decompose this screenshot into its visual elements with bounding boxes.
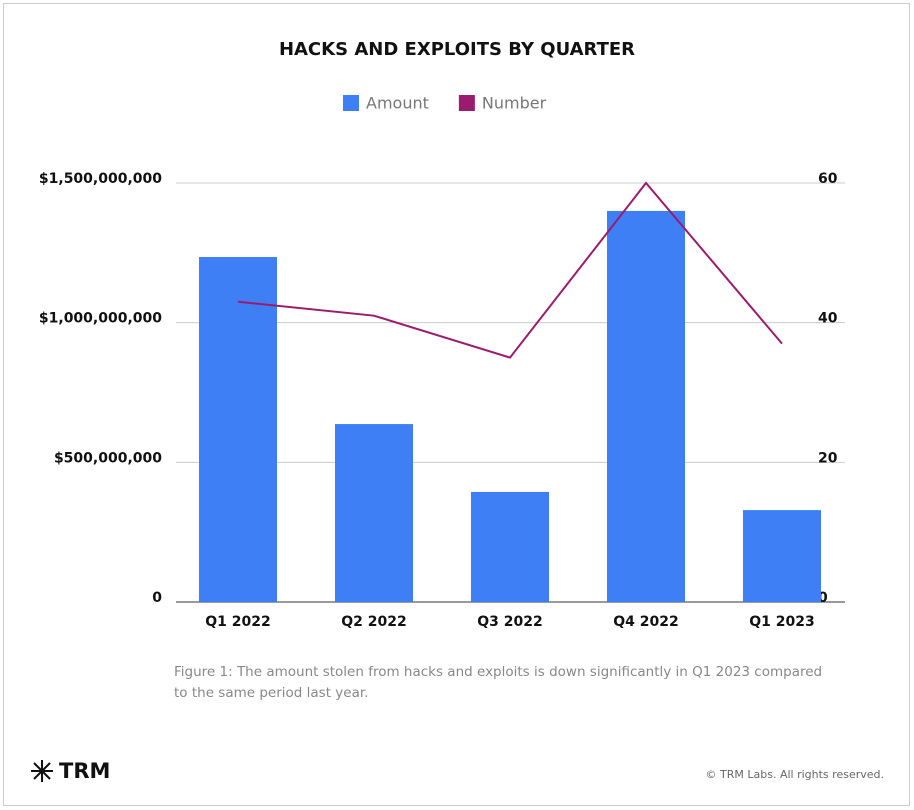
x-tick-label: Q2 2022 (341, 614, 406, 630)
bar (471, 491, 549, 602)
bar (743, 510, 821, 602)
y2-tick-label: 40 (818, 311, 838, 327)
bar (199, 257, 277, 602)
y-tick-label: 0 (152, 590, 162, 606)
bar (607, 210, 685, 602)
brand-logo (31, 760, 53, 782)
y2-tick-label: 60 (818, 171, 838, 187)
y2-tick-label: 20 (818, 450, 838, 466)
caption-box: Figure 1: The amount stolen from hacks a… (174, 664, 823, 701)
copyright: © TRM Labs. All rights reserved. (706, 768, 884, 781)
x-tick-label: Q3 2022 (477, 614, 542, 630)
line (237, 181, 783, 359)
legend-swatch (458, 95, 475, 111)
frame (3, 3, 910, 806)
chart-title: HACKS AND EXPLOITS BY QUARTER (279, 39, 635, 60)
y2-tick-label: 0 (818, 590, 828, 606)
legend-label: Amount (366, 94, 429, 113)
y-tick-label: $500,000,000 (54, 450, 162, 466)
y-tick-label: $1,500,000,000 (39, 171, 162, 187)
caption: Figure 1: The amount stolen from hacks a… (174, 664, 823, 701)
legend-label: Number (482, 94, 547, 113)
brand: TRM (59, 759, 110, 783)
y-tick-label: $1,000,000,000 (39, 311, 162, 327)
x-tick-label: Q4 2022 (613, 614, 678, 630)
x-tick-label: Q1 2022 (205, 614, 270, 630)
x-tick-label: Q1 2023 (749, 614, 814, 630)
legend-swatch (343, 95, 359, 111)
bar (335, 424, 413, 602)
